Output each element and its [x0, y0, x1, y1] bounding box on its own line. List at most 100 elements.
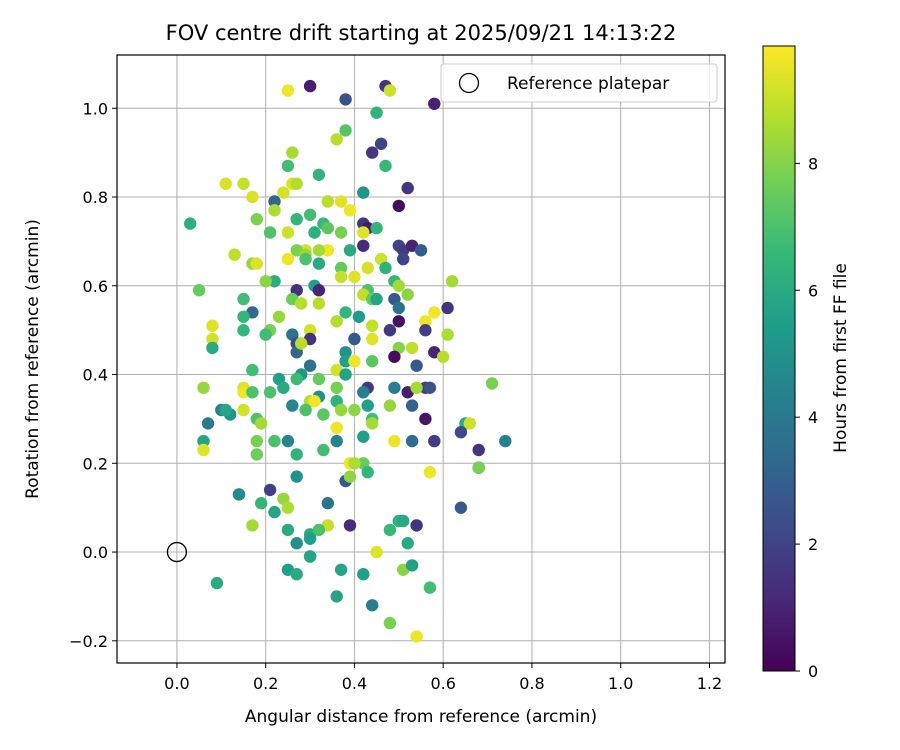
scatter-point: [348, 457, 361, 470]
y-tick-label: 0.2: [83, 454, 108, 473]
colorbar-tick-label: 4: [808, 408, 818, 427]
scatter-point: [383, 324, 397, 337]
scatter-point: [348, 270, 361, 284]
scatter-point: [454, 501, 468, 514]
scatter-point: [357, 186, 370, 199]
scatter-point: [357, 239, 370, 252]
scatter-point: [303, 324, 317, 337]
x-tick-label: 0.6: [430, 674, 455, 693]
scatter-point: [312, 244, 326, 257]
scatter-point: [237, 177, 250, 190]
scatter-point: [423, 381, 437, 394]
scatter-point: [370, 545, 383, 559]
scatter-point: [339, 124, 352, 137]
data-points: [184, 79, 512, 643]
scatter-point: [419, 315, 432, 328]
scatter-point: [237, 324, 250, 337]
scatter-point: [348, 403, 361, 417]
scatter-point: [401, 288, 414, 301]
scatter-point: [237, 310, 250, 323]
scatter-point: [330, 590, 343, 603]
scatter-point: [250, 257, 263, 270]
scatter-point: [410, 381, 423, 394]
grid-lines: [117, 55, 725, 663]
scatter-point: [303, 532, 317, 545]
scatter-point: [219, 403, 232, 417]
scatter-point: [281, 226, 295, 239]
scatter-point: [361, 399, 374, 412]
scatter-point: [246, 190, 259, 204]
scatter-point: [410, 630, 423, 643]
scatter-point: [330, 315, 343, 328]
colorbar-tick-label: 2: [808, 535, 818, 554]
scatter-point: [290, 448, 303, 461]
scatter-point: [361, 261, 374, 275]
legend-label: Reference platepar: [507, 74, 669, 94]
scatter-point: [379, 159, 392, 173]
scatter-point: [263, 226, 277, 239]
scatter-point: [192, 284, 206, 297]
scatter-point: [290, 372, 303, 386]
scatter-point: [339, 346, 352, 359]
scatter-point: [370, 292, 383, 306]
scatter-point: [383, 84, 397, 97]
x-tick-label: 1.0: [608, 674, 633, 693]
scatter-point: [286, 399, 299, 412]
scatter-point: [357, 226, 370, 239]
scatter-point: [281, 84, 295, 97]
scatter-point: [197, 434, 210, 448]
y-axis-label: Rotation from reference (arcmin): [23, 219, 43, 499]
scatter-point: [463, 417, 476, 430]
scatter-point: [405, 559, 419, 572]
scatter-point: [454, 426, 468, 439]
scatter-point: [308, 226, 321, 239]
scatter-point: [370, 221, 383, 235]
scatter-point: [312, 168, 326, 181]
scatter-point: [259, 328, 272, 341]
scatter-point: [246, 519, 259, 532]
scatter-point: [321, 195, 334, 208]
y-axis-ticks: −0.2 0.0 0.2 0.4 0.6 0.8 1.0: [69, 99, 117, 651]
scatter-point: [441, 301, 454, 315]
scatter-point: [414, 244, 428, 257]
scatter-point: [366, 319, 379, 332]
scatter-point: [237, 403, 250, 417]
scatter-point: [290, 470, 303, 483]
reference-marker: [166, 541, 188, 563]
x-axis-label: Angular distance from reference (arcmin): [245, 707, 597, 727]
scatter-point: [250, 213, 263, 226]
scatter-point: [366, 146, 379, 159]
scatter-point: [366, 599, 379, 612]
scatter-point: [343, 519, 357, 532]
scatter-point: [268, 505, 281, 519]
scatter-point: [281, 501, 295, 514]
scatter-point: [255, 417, 268, 430]
scatter-point: [281, 159, 295, 173]
scatter-point: [303, 359, 317, 372]
colorbar: 0 2 4 6 8 Hours from first FF file: [762, 45, 851, 681]
scatter-point: [286, 146, 299, 159]
scatter-point: [392, 199, 405, 213]
scatter-point: [343, 244, 357, 257]
scatter-point: [383, 399, 397, 412]
scatter-point: [184, 217, 197, 230]
scatter-point: [405, 341, 419, 355]
scatter-point: [206, 341, 219, 355]
legend-box: [440, 63, 718, 103]
scatter-point: [383, 616, 397, 630]
scatter-point: [312, 297, 326, 310]
scatter-point: [437, 350, 450, 363]
scatter-point: [392, 279, 405, 292]
scatter-point: [312, 284, 326, 297]
scatter-point: [246, 363, 259, 377]
scatter-point: [357, 430, 370, 443]
scatter-point: [357, 386, 370, 399]
scatter-point: [334, 226, 348, 239]
scatter-point: [374, 137, 388, 150]
x-tick-label: 0.4: [342, 674, 367, 693]
scatter-point: [343, 470, 357, 483]
colorbar-tick-label: 0: [808, 662, 818, 681]
scatter-point: [366, 332, 379, 346]
scatter-point: [303, 550, 317, 563]
